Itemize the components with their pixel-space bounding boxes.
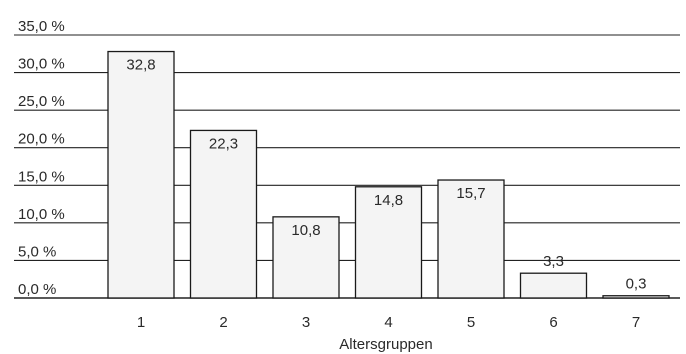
x-tick-label: 6 (549, 314, 557, 331)
bar-2 (189, 129, 258, 299)
y-tick-label: 25,0 % (18, 93, 65, 110)
data-label-5: 15,7 (456, 185, 485, 202)
x-tick-label: 2 (219, 314, 227, 331)
data-label-4: 14,8 (374, 192, 403, 209)
y-tick-label: 30,0 % (18, 56, 65, 73)
bar-5 (437, 179, 505, 299)
data-label-1: 32,8 (126, 57, 155, 74)
bar-4 (354, 186, 423, 299)
x-tick-label: 5 (467, 314, 475, 331)
bars (107, 50, 670, 299)
y-tick-label: 20,0 % (18, 131, 65, 148)
y-axis-tick-labels: 0,0 % 5,0 % 10,0 % 15,0 % 20,0 % 25,0 % 30,0 %… (18, 18, 65, 298)
y-tick-label: 15,0 % (18, 168, 65, 185)
x-axis-label: Altersgruppen (339, 336, 432, 353)
y-tick-label: 0,0 % (18, 281, 56, 298)
y-tick-label: 5,0 % (18, 243, 56, 260)
x-axis-tick-labels: 1 2 3 4 5 6 7 (137, 314, 640, 331)
x-tick-label: 7 (632, 314, 640, 331)
y-tick-label: 35,0 % (18, 18, 65, 35)
bar-6 (519, 272, 588, 299)
bar-1 (107, 50, 175, 299)
x-tick-label: 4 (384, 314, 392, 331)
x-tick-label: 3 (302, 314, 310, 331)
data-label-2: 22,3 (209, 135, 238, 152)
bar-3 (272, 216, 340, 299)
data-label-7: 0,3 (626, 276, 647, 293)
bar-7 (602, 295, 670, 299)
y-tick-label: 10,0 % (18, 206, 65, 223)
x-tick-label: 1 (137, 314, 145, 331)
data-label-3: 10,8 (291, 222, 320, 239)
data-labels: 32,8 22,3 10,8 14,8 15,7 3,3 0,3 (126, 57, 646, 293)
data-label-6: 3,3 (543, 253, 564, 270)
